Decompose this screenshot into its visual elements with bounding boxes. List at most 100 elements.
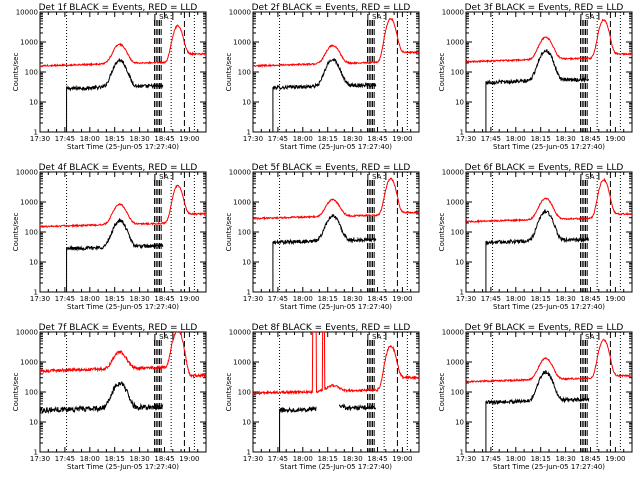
x-tick-label: 19:00 [605,135,625,143]
x-axis-label: Start Time (25-Jun-05 17:27:40) [493,143,605,151]
x-tick-label: 18:15 [105,135,125,143]
y-axis-label: Counts/sec [225,373,233,412]
y-tick-label: 10000 [442,9,464,17]
events-series-line [66,57,164,132]
x-tick-label: 18:45 [580,135,600,143]
saa-annotation: SA [372,333,382,341]
panel-title: Det 7f BLACK = Events, RED = LLD [39,323,198,333]
panel-det-7f: Det 7f BLACK = Events, RED = LLD 17:30 17:… [12,323,207,471]
y-tick-label: 1000 [20,199,38,207]
panel-title: Det 3f BLACK = Events, RED = LLD [465,3,624,13]
plot-frame [465,331,633,453]
saa-bracket [580,334,600,340]
lld-series-line [253,17,419,69]
x-tick-label: 19:00 [605,455,625,463]
x-tick-label: 18:00 [80,135,100,143]
x-tick-label: 17:45 [481,455,501,463]
x-tick-label: 18:45 [154,455,174,463]
x-tick-label: 17:30 [30,455,50,463]
saa-bracket [367,174,387,180]
y-tick-label: 10 [29,99,38,107]
x-tick-label: 18:15 [531,135,551,143]
x-tick-label: 17:30 [30,295,50,303]
y-tick-label: 1000 [233,39,251,47]
saa-annotation: SA [585,333,595,341]
x-tick-label: 17:30 [243,455,263,463]
x-tick-label: 18:00 [293,295,313,303]
x-axis-label: Start Time (25-Jun-05 17:27:40) [280,303,392,311]
panel-det-5f: Det 5f BLACK = Events, RED = LLD 17:30 17:… [225,163,420,311]
y-tick-label: 100 [238,389,251,397]
y-tick-label: 100 [238,69,251,77]
x-tick-label: 17:30 [243,135,263,143]
x-tick-label: 18:45 [367,295,387,303]
y-tick-label: 1000 [20,359,38,367]
events-series-line [40,381,164,452]
y-tick-label: 10 [455,419,464,427]
y-tick-label: 1000 [233,199,251,207]
y-tick-label: 100 [25,389,38,397]
lld-series-line [40,184,206,228]
x-tick-label: 18:00 [293,135,313,143]
y-tick-label: 1000 [446,39,464,47]
x-tick-label: 19:00 [179,455,199,463]
plot-frame [252,11,420,133]
saa-bracket [154,334,174,340]
panel-det-6f: Det 6f BLACK = Events, RED = LLD 17:30 17:… [438,163,633,311]
y-tick-label: 1 [247,289,251,297]
x-tick-label: 19:00 [392,135,412,143]
saa-annotation: SA [585,173,595,181]
x-tick-label: 18:45 [367,455,387,463]
y-tick-label: 1000 [446,359,464,367]
y-tick-label: 10000 [16,169,38,177]
x-axis-label: Start Time (25-Jun-05 17:27:40) [67,143,179,151]
panel-det-1f: Det 1f BLACK = Events, RED = LLD 17:30 17:… [12,3,207,151]
x-tick-label: 19:00 [392,295,412,303]
saa-bracket [367,334,387,340]
y-tick-label: 1 [460,289,464,297]
x-tick-label: 17:45 [481,135,501,143]
x-tick-label: 18:15 [531,295,551,303]
lld-series-line [40,23,206,68]
y-tick-label: 1 [460,449,464,457]
y-tick-label: 10000 [229,329,251,337]
y-tick-label: 1 [34,289,38,297]
y-tick-label: 10000 [442,169,464,177]
plot-frame [39,331,207,453]
saa-annotation: SA [159,333,169,341]
y-axis-label: Counts/sec [438,53,446,92]
y-tick-label: 1000 [446,199,464,207]
events-series-line [272,214,377,292]
saa-bracket [154,14,174,20]
panel-det-9f: Det 9f BLACK = Events, RED = LLD 17:30 17:… [438,323,633,471]
x-tick-label: 18:30 [130,295,150,303]
x-tick-label: 17:45 [55,455,75,463]
y-tick-label: 100 [451,69,464,77]
panel-title: Det 1f BLACK = Events, RED = LLD [39,3,198,13]
x-tick-label: 17:45 [481,295,501,303]
x-tick-label: 18:00 [80,455,100,463]
lld-series-line [40,332,206,379]
x-tick-label: 18:15 [318,295,338,303]
y-tick-label: 10 [242,259,251,267]
x-tick-label: 17:30 [456,295,476,303]
saa-annotation: SA [372,13,382,21]
x-tick-label: 18:30 [130,135,150,143]
x-tick-label: 17:45 [55,135,75,143]
x-tick-label: 17:45 [55,295,75,303]
saa-annotation: SA [585,13,595,21]
x-tick-label: 18:00 [293,455,313,463]
events-series-line [485,370,590,452]
y-tick-label: 1 [247,129,251,137]
lld-series-line [253,177,419,221]
y-tick-label: 10000 [442,329,464,337]
plot-frame [252,171,420,293]
lld-series-line [466,338,632,384]
x-tick-label: 18:00 [506,135,526,143]
x-tick-label: 17:45 [268,295,288,303]
plot-frame [465,11,633,133]
y-tick-label: 100 [25,69,38,77]
x-tick-label: 19:00 [179,135,199,143]
x-tick-label: 17:30 [243,295,263,303]
